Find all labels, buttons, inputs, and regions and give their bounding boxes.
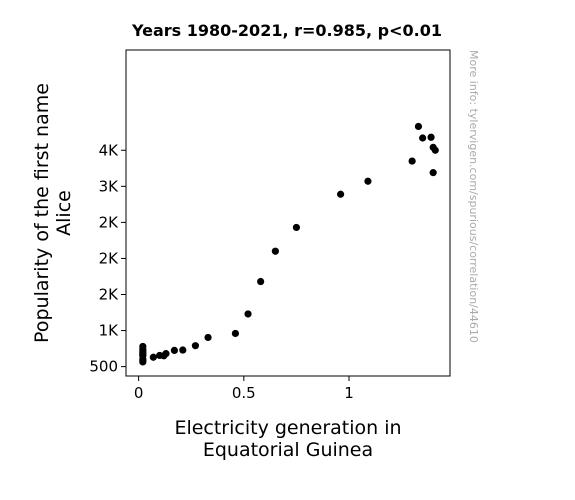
watermark: More info: tylervigen.com/spurious/corre… <box>467 50 480 343</box>
chart-title: Years 1980-2021, r=0.985, p<0.01 <box>131 21 442 40</box>
scatter-point <box>336 190 345 198</box>
scatter-point <box>149 353 157 361</box>
y-tick-label: 2K <box>99 286 120 304</box>
scatter-point <box>431 146 439 154</box>
y-tick-label: 2K <box>99 249 120 267</box>
y-tick-label: 1K <box>99 322 120 340</box>
scatter-point <box>414 122 423 131</box>
y-tick-label: 3K <box>99 177 120 195</box>
data-points <box>139 122 439 366</box>
scatter-point <box>292 223 301 232</box>
scatter-point <box>429 169 437 177</box>
scatter-point <box>244 310 252 318</box>
x-tick-label: 0.5 <box>232 384 256 402</box>
y-axis: 500 1K 2K 2K 2K 3K 4K <box>89 141 126 376</box>
scatter-point <box>257 277 265 286</box>
y-axis-label-line-2: Alice <box>53 190 75 236</box>
scatter-point <box>191 342 200 350</box>
x-axis-label-line-1: Electricity generation in <box>174 417 401 439</box>
scatter-point <box>204 333 212 342</box>
scatter-point <box>419 134 427 142</box>
scatter-point <box>427 133 435 141</box>
scatter-point <box>271 247 279 255</box>
scatter-point <box>139 358 147 366</box>
scatter-point <box>364 177 372 185</box>
x-axis: 0 0.5 1 <box>134 376 354 402</box>
y-axis-label-line-1: Popularity of the first name <box>31 83 53 343</box>
scatter-point <box>179 346 187 354</box>
scatter-point <box>408 157 416 165</box>
scatter-point <box>170 346 178 354</box>
scatter-point <box>162 350 170 358</box>
x-tick-label: 1 <box>344 384 354 402</box>
y-tick-label: 4K <box>99 141 120 159</box>
x-tick-label: 0 <box>134 384 144 402</box>
y-tick-label: 2K <box>99 213 120 231</box>
y-axis-label: Popularity of the first name Alice <box>31 83 75 343</box>
y-tick-label: 500 <box>89 358 118 376</box>
watermark-text: More info: tylervigen.com/spurious/corre… <box>467 50 480 343</box>
x-axis-label-line-2: Equatorial Guinea <box>203 439 373 461</box>
scatter-point <box>231 329 240 338</box>
plot-area <box>125 49 451 377</box>
